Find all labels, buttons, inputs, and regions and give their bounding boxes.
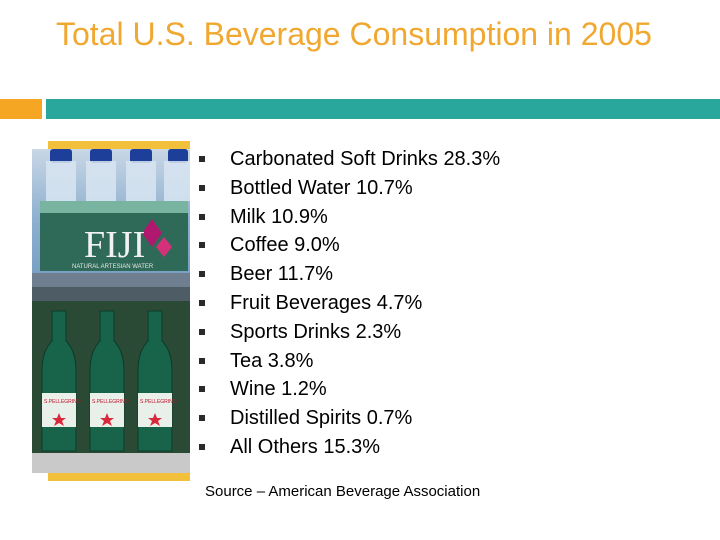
list-item: Bottled Water 10.7% [199,174,500,203]
list-item: Distilled Spirits 0.7% [199,404,500,433]
list-item: Fruit Beverages 4.7% [199,289,500,318]
consumption-list: Carbonated Soft Drinks 28.3% Bottled Wat… [199,145,500,462]
fiji-bottles-drawing: FIJI NATURAL ARTESIAN WATER [32,149,190,301]
bullet-icon [199,386,205,393]
list-item: Wine 1.2% [199,375,500,404]
bullet-icon [199,213,205,220]
bullet-icon [199,271,205,278]
list-item: Beer 11.7% [199,260,500,289]
fiji-brand-text: FIJI [84,224,145,266]
bullet-icon [199,357,205,364]
pellegrino-bottles-image: S.PELLEGRINO S.PELLEGRINO S.PELLEGRINO [32,301,190,473]
slide-title: Total U.S. Beverage Consumption in 2005 [56,16,652,52]
list-item: All Others 15.3% [199,433,500,462]
bullet-icon [199,242,205,249]
bullet-icon [199,443,205,450]
bottled-water-photo: FIJI NATURAL ARTESIAN WATER [32,141,190,481]
bullet-icon [199,156,205,162]
bullet-icon [199,184,205,191]
source-citation: Source – American Beverage Association [205,483,481,500]
list-item: Tea 3.8% [199,347,500,376]
list-item: Carbonated Soft Drinks 28.3% [199,145,500,174]
pellegrino-label-2: S.PELLEGRINO [92,399,129,405]
bullet-icon [199,415,205,422]
fiji-bottles-image: FIJI NATURAL ARTESIAN WATER [32,149,190,301]
accent-bar-orange [0,99,42,119]
list-item: Milk 10.9% [199,203,500,232]
fiji-small-text: NATURAL ARTESIAN WATER [72,264,154,270]
photo-bottom-band [48,473,190,481]
bullet-icon [199,299,205,306]
pellegrino-bottles-drawing: S.PELLEGRINO S.PELLEGRINO S.PELLEGRINO [32,301,190,473]
bullet-icon [199,328,205,335]
accent-bar-teal [46,99,720,119]
pellegrino-label-1: S.PELLEGRINO [44,399,81,405]
pellegrino-label-3: S.PELLEGRINO [140,399,177,405]
list-item: Coffee 9.0% [199,231,500,260]
photo-top-band [48,141,190,149]
list-item: Sports Drinks 2.3% [199,318,500,347]
